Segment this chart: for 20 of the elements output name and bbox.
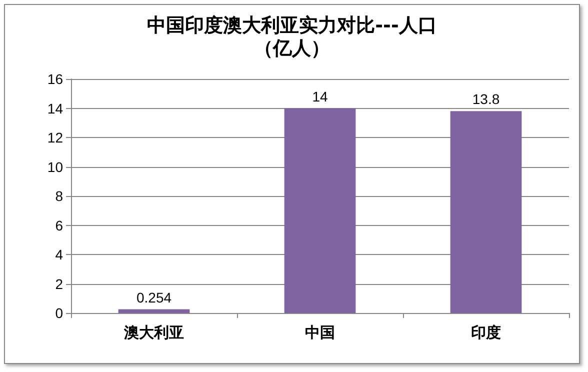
chart-title: 中国印度澳大利亚实力对比---人口 [147,14,437,36]
chart-subtitle: （亿人） [254,38,330,60]
bar [118,309,190,313]
x-tick-label: 印度 [471,324,501,342]
y-tick-label: 16 [47,71,64,87]
y-tick-label: 8 [55,188,64,204]
data-label: 0.254 [136,289,172,306]
y-tick-label: 10 [47,158,64,175]
bar [450,111,522,313]
data-label: 14 [312,88,328,104]
bar [284,108,356,313]
y-tick-label: 6 [55,217,64,234]
y-tick-label: 0 [55,305,64,321]
x-tick-label: 中国 [305,324,335,342]
x-tick-label: 澳大利亚 [123,324,184,342]
y-tick-label: 14 [47,100,64,116]
y-tick-label: 12 [47,130,64,146]
y-tick-label: 4 [55,246,64,262]
y-tick-label: 2 [55,276,64,292]
data-label: 13.8 [472,91,500,108]
